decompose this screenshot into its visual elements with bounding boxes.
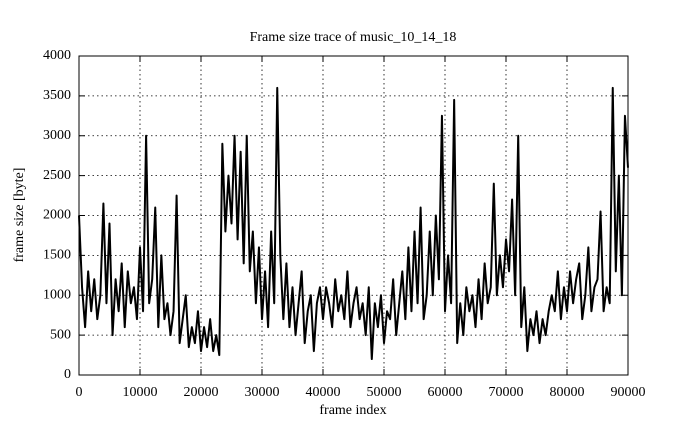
y-tick-label: 4000 xyxy=(43,48,71,63)
x-tick-label: 70000 xyxy=(489,385,524,400)
x-tick-label: 10000 xyxy=(123,385,158,400)
x-tick-label: 90000 xyxy=(611,385,646,400)
y-tick-label: 3000 xyxy=(43,128,71,143)
x-tick-label: 50000 xyxy=(367,385,402,400)
y-tick-label: 500 xyxy=(50,327,71,342)
y-axis-label: frame size [byte] xyxy=(12,168,27,263)
plot-frame xyxy=(78,55,629,376)
y-tick-label: 2000 xyxy=(43,208,71,223)
x-tick-label: 80000 xyxy=(550,385,585,400)
y-tick-label: 3500 xyxy=(43,88,71,103)
chart-title: Frame size trace of music_10_14_18 xyxy=(250,30,457,45)
y-tick-label: 2500 xyxy=(43,168,71,183)
x-tick-label: 0 xyxy=(76,385,83,400)
y-tick-label: 1500 xyxy=(43,248,71,263)
x-tick-label: 60000 xyxy=(428,385,463,400)
y-tick-label: 1000 xyxy=(43,287,71,302)
data-line xyxy=(78,86,629,361)
x-axis-label: frame index xyxy=(319,403,386,418)
y-tick-label: 0 xyxy=(64,367,71,382)
x-tick-label: 20000 xyxy=(184,385,219,400)
x-tick-label: 30000 xyxy=(245,385,280,400)
x-tick-label: 40000 xyxy=(306,385,341,400)
